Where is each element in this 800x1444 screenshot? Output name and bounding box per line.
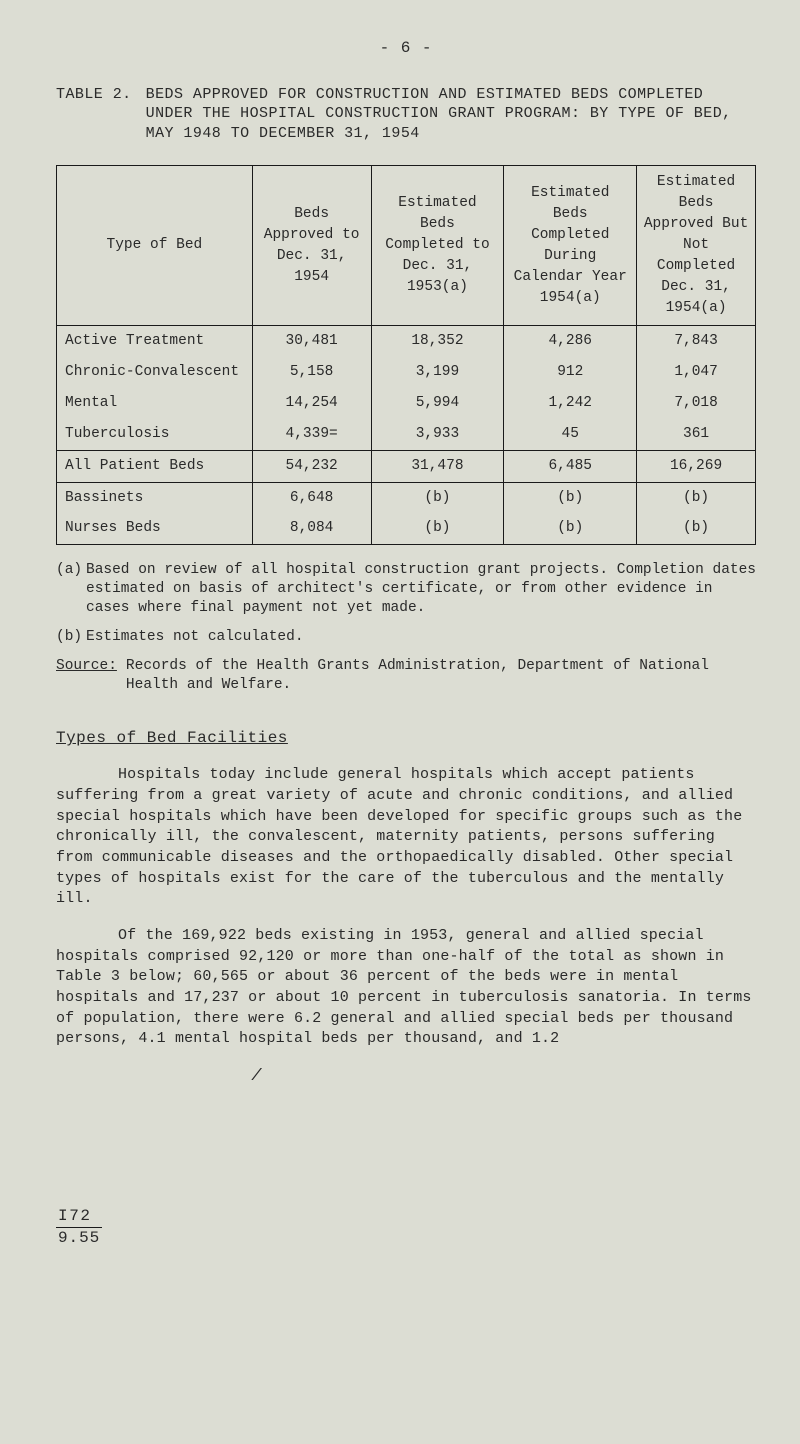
- cell: 5,994: [371, 388, 504, 419]
- cell: 5,158: [252, 357, 371, 388]
- table-row: Tuberculosis 4,339= 3,933 45 361: [57, 419, 756, 450]
- cell: 6,485: [504, 450, 637, 482]
- note-text: Estimates not calculated.: [86, 628, 756, 647]
- table-row: Active Treatment 30,481 18,352 4,286 7,8…: [57, 326, 756, 357]
- paragraph: Of the 169,922 beds existing in 1953, ge…: [56, 926, 756, 1050]
- cell: 45: [504, 419, 637, 450]
- row-label: All Patient Beds: [57, 450, 253, 482]
- table-notes: (a) Based on review of all hospital cons…: [56, 561, 756, 694]
- col-header: Estimated Beds Completed During Calendar…: [504, 166, 637, 326]
- cell: 4,286: [504, 326, 637, 357]
- cell: 7,018: [637, 388, 756, 419]
- cell: 3,199: [371, 357, 504, 388]
- note-tag: (b): [56, 628, 86, 647]
- table-header-row: Type of Bed Beds Approved to Dec. 31, 19…: [57, 166, 756, 326]
- note-b: (b) Estimates not calculated.: [56, 628, 756, 647]
- cell: 30,481: [252, 326, 371, 357]
- cell: 31,478: [371, 450, 504, 482]
- fraction-denominator: 9.55: [56, 1228, 102, 1249]
- cell: 14,254: [252, 388, 371, 419]
- cell: (b): [371, 513, 504, 544]
- table-row: Bassinets 6,648 (b) (b) (b): [57, 482, 756, 513]
- cell: (b): [504, 513, 637, 544]
- cell: 8,084: [252, 513, 371, 544]
- col-header: Type of Bed: [57, 166, 253, 326]
- row-label: Nurses Beds: [57, 513, 253, 544]
- cell: 54,232: [252, 450, 371, 482]
- section-heading: Types of Bed Facilities: [56, 728, 756, 749]
- cell: 1,047: [637, 357, 756, 388]
- row-label: Mental: [57, 388, 253, 419]
- cell: 912: [504, 357, 637, 388]
- table-caption: TABLE 2. BEDS APPROVED FOR CONSTRUCTION …: [56, 85, 756, 144]
- cell: (b): [637, 513, 756, 544]
- table-row: Mental 14,254 5,994 1,242 7,018: [57, 388, 756, 419]
- table-row: All Patient Beds 54,232 31,478 6,485 16,…: [57, 450, 756, 482]
- page-number: - 6 -: [56, 38, 756, 59]
- cell: 18,352: [371, 326, 504, 357]
- cell: 1,242: [504, 388, 637, 419]
- cell: 4,339=: [252, 419, 371, 450]
- source-label: Source:: [56, 657, 121, 695]
- paragraph: Hospitals today include general hospital…: [56, 765, 756, 910]
- col-header: Beds Approved to Dec. 31, 1954: [252, 166, 371, 326]
- table-title: BEDS APPROVED FOR CONSTRUCTION AND ESTIM…: [146, 85, 756, 144]
- cell: (b): [371, 482, 504, 513]
- footer-fraction: I72 9.55: [56, 1206, 102, 1249]
- col-header: Estimated Beds Approved But Not Complete…: [637, 166, 756, 326]
- fraction-numerator: I72: [56, 1206, 102, 1228]
- note-text: Based on review of all hospital construc…: [86, 561, 756, 618]
- cell: 16,269: [637, 450, 756, 482]
- cell: 3,933: [371, 419, 504, 450]
- footer-fraction-area: I72 9.55 /: [56, 1066, 756, 1249]
- row-label: Tuberculosis: [57, 419, 253, 450]
- row-label: Bassinets: [57, 482, 253, 513]
- cell: 6,648: [252, 482, 371, 513]
- source-line: Source: Records of the Health Grants Adm…: [56, 657, 756, 695]
- col-header: Estimated Beds Completed to Dec. 31, 195…: [371, 166, 504, 326]
- row-label: Chronic-Convalescent: [57, 357, 253, 388]
- note-tag: (a): [56, 561, 86, 618]
- row-label: Active Treatment: [57, 326, 253, 357]
- cell: 7,843: [637, 326, 756, 357]
- cell: (b): [637, 482, 756, 513]
- beds-table: Type of Bed Beds Approved to Dec. 31, 19…: [56, 165, 756, 545]
- note-a: (a) Based on review of all hospital cons…: [56, 561, 756, 618]
- slash-mark-icon: /: [251, 1066, 261, 1088]
- source-text: Records of the Health Grants Administrat…: [126, 657, 756, 695]
- table-row: Nurses Beds 8,084 (b) (b) (b): [57, 513, 756, 544]
- cell: (b): [504, 482, 637, 513]
- cell: 361: [637, 419, 756, 450]
- table-label: TABLE 2.: [56, 85, 146, 144]
- table-row: Chronic-Convalescent 5,158 3,199 912 1,0…: [57, 357, 756, 388]
